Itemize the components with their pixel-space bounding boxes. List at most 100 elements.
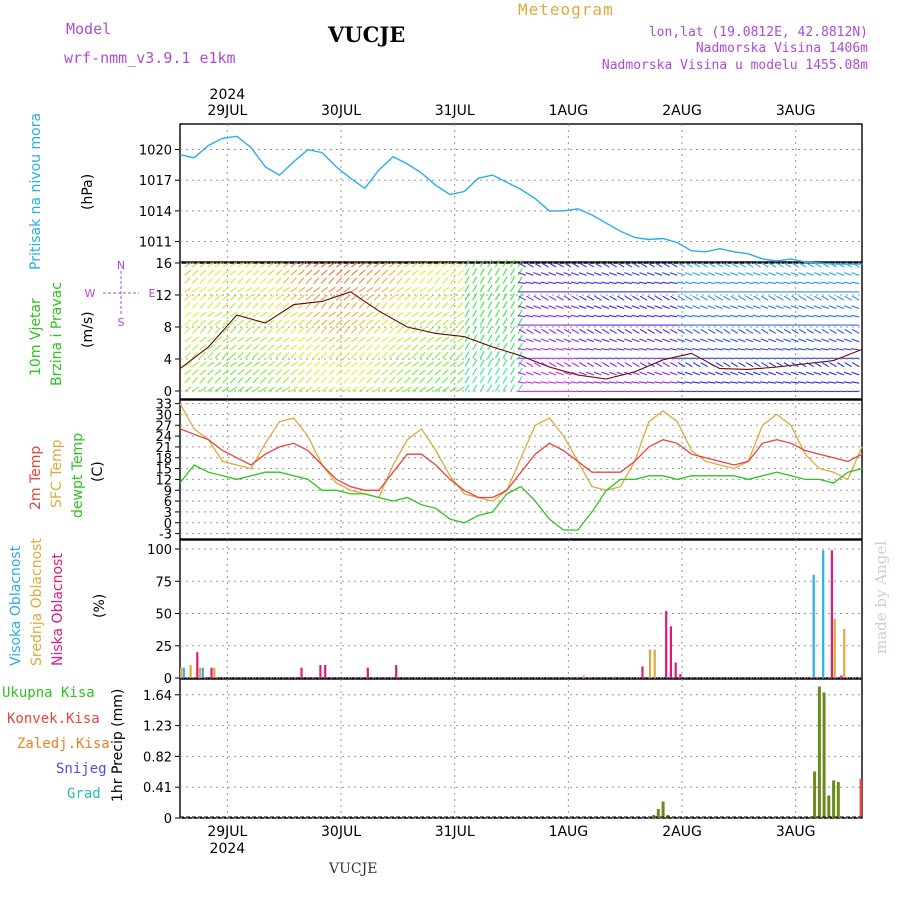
low-cloud-bar [319, 665, 322, 678]
y-tick-label: 15 [155, 463, 172, 478]
y-tick-label: 33 [155, 398, 172, 413]
wind-barb-field [184, 259, 860, 393]
precip-bar [832, 780, 836, 818]
low-cloud-bar [324, 665, 327, 678]
panel-frame [179, 678, 863, 819]
station-title: VUCJE [328, 22, 406, 47]
y-tick-label: 0.82 [143, 750, 172, 765]
precip-konvek-bar [859, 778, 863, 818]
precip-legend-konvek: Konvek.Kisa [7, 711, 100, 727]
low-cloud-bar [210, 667, 213, 678]
compass-west: W [85, 287, 96, 300]
day-label-top: 2AUG [662, 103, 702, 119]
precip-bar [836, 781, 840, 818]
day-label-bottom: 29JUL [207, 824, 247, 840]
precip-bar [822, 692, 826, 818]
model-label: Model [66, 20, 112, 38]
mid-cloud-bar [198, 667, 202, 678]
low-cloud-bar [300, 667, 303, 678]
y-tick-label: 0.41 [143, 781, 172, 796]
low-cloud-bar [395, 665, 398, 678]
y-tick-label: 75 [155, 575, 172, 590]
precip-legend-zaledj: Zaledj.Kisa [17, 736, 110, 752]
y-tick-label: 100 [147, 543, 172, 558]
precip-bar [652, 815, 656, 818]
day-label-bottom: 3AUG [776, 824, 816, 840]
mid-cloud-bar [653, 649, 656, 678]
day-label-top: 3AUG [776, 103, 816, 119]
compass-north: N [117, 259, 125, 272]
precip-bar [813, 771, 817, 818]
dewpt-line [179, 464, 863, 531]
y-tick-label: 12 [155, 473, 172, 488]
y-tick-label: 30 [155, 408, 172, 423]
high-cloud-bar [822, 550, 825, 678]
low-cloud-bar [196, 652, 199, 678]
day-label-bottom: 1AUG [549, 824, 589, 840]
precip-bar [656, 809, 660, 818]
y-tick-label: -3 [159, 528, 172, 543]
low-cloud-bar [679, 674, 682, 678]
compass-east: E [149, 287, 156, 300]
precip-legend-snijeg: Snijeg [56, 761, 107, 777]
model-name: wrf-nmm_v3.9.1 e1km [64, 49, 236, 67]
meteogram-title: Meteogram [518, 0, 614, 19]
y-tick-label: 27 [155, 419, 172, 434]
lonlat-label: lon,lat (19.0812E, 42.8812N) [648, 25, 868, 40]
y-tick-label: 1011 [139, 236, 172, 251]
low-cloud-bar [830, 550, 833, 678]
panel-frame [179, 399, 863, 540]
day-label-top: 31JUL [435, 103, 475, 119]
precip-bar [827, 795, 831, 818]
precip-bar [661, 801, 665, 818]
y-tick-label: 1.64 [143, 689, 172, 704]
y-tick-label: 0 [164, 672, 172, 687]
day-label-bottom: 2AUG [662, 824, 702, 840]
y-tick-label: 6 [164, 495, 172, 510]
year-label-bottom: 2024 [210, 841, 246, 857]
y-tick-label: 1.23 [143, 720, 172, 735]
altitude-label: Nadmorska Visina 1406m [695, 41, 868, 56]
high-cloud-bar [182, 667, 185, 678]
y-tick-label: 9 [164, 484, 172, 499]
low-cloud-bar [641, 666, 644, 678]
day-label-top: 29JUL [207, 103, 247, 119]
precip-legend-grad: Grad [67, 786, 101, 802]
y-tick-label: 1014 [139, 205, 172, 220]
mid-cloud-bar [180, 667, 183, 678]
mid-cloud-bar [648, 649, 652, 678]
day-label-bottom: 30JUL [321, 824, 361, 840]
y-tick-label: 24 [155, 430, 172, 445]
day-label-bottom: 31JUL [435, 824, 475, 840]
wind-speed-line-black [179, 291, 863, 380]
low-cloud-bar [669, 626, 672, 678]
low-cloud-bar [665, 610, 668, 678]
y-tick-label: 25 [155, 640, 172, 655]
y-tick-label: 50 [155, 608, 172, 623]
low-cloud-bar [674, 662, 677, 678]
y-tick-label: 1020 [139, 144, 172, 159]
low-cloud-bar [840, 675, 843, 678]
y-tick-label: 3 [164, 506, 172, 521]
y-tick-label: 16 [155, 257, 172, 272]
y-tick-label: 21 [155, 441, 172, 456]
precip-bar [817, 686, 821, 818]
altitude-model-label: Nadmorska Visina u modelu 1455.08m [601, 58, 868, 73]
y-tick-label: 0 [164, 385, 172, 400]
mid-cloud-bar [189, 665, 192, 678]
high-cloud-bar [812, 574, 815, 678]
day-label-top: 30JUL [321, 103, 361, 119]
y-tick-label: 12 [155, 289, 172, 304]
mid-cloud-bar [843, 629, 846, 678]
y-tick-label: 1017 [139, 174, 172, 189]
high-cloud-bar [201, 667, 204, 678]
y-tick-label: 0 [164, 812, 172, 827]
mid-cloud-bar [582, 675, 585, 678]
low-cloud-bar [366, 667, 369, 678]
mid-cloud-bar [833, 618, 836, 678]
mid-cloud-bar [213, 667, 216, 678]
panel-frame [179, 539, 863, 679]
y-tick-label: 18 [155, 452, 172, 467]
